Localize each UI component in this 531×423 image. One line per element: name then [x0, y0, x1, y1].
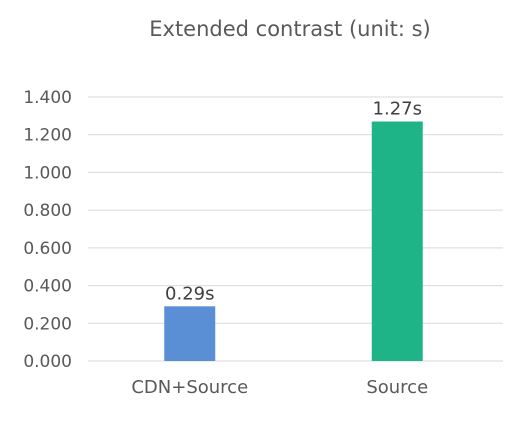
y-tick-label: 1.200 — [23, 126, 72, 146]
y-tick-label: 1.000 — [23, 163, 72, 183]
bar-source — [371, 121, 423, 361]
y-tick-label: 0.000 — [23, 352, 72, 372]
data-label: 0.29s — [165, 283, 214, 304]
x-axis-category-labels: CDN+Source Source — [131, 377, 428, 398]
y-axis-tick-labels: 0.000 0.200 0.400 0.600 0.800 1.000 1.200 1.400 — [23, 88, 72, 372]
data-labels: 0.29s 1.27s — [165, 99, 422, 305]
x-category-label: Source — [366, 377, 428, 398]
y-tick-label: 0.400 — [23, 277, 72, 297]
x-category-label: CDN+Source — [131, 377, 248, 398]
y-tick-label: 0.600 — [23, 239, 72, 259]
y-tick-label: 1.400 — [23, 88, 72, 108]
bar-cdn-source — [164, 306, 216, 361]
bars — [164, 121, 423, 361]
chart-title: Extended contrast (unit: s) — [149, 17, 430, 41]
gridlines — [88, 96, 503, 362]
data-label: 1.27s — [373, 99, 422, 120]
y-tick-label: 0.800 — [23, 201, 72, 221]
y-tick-label: 0.200 — [23, 314, 72, 334]
